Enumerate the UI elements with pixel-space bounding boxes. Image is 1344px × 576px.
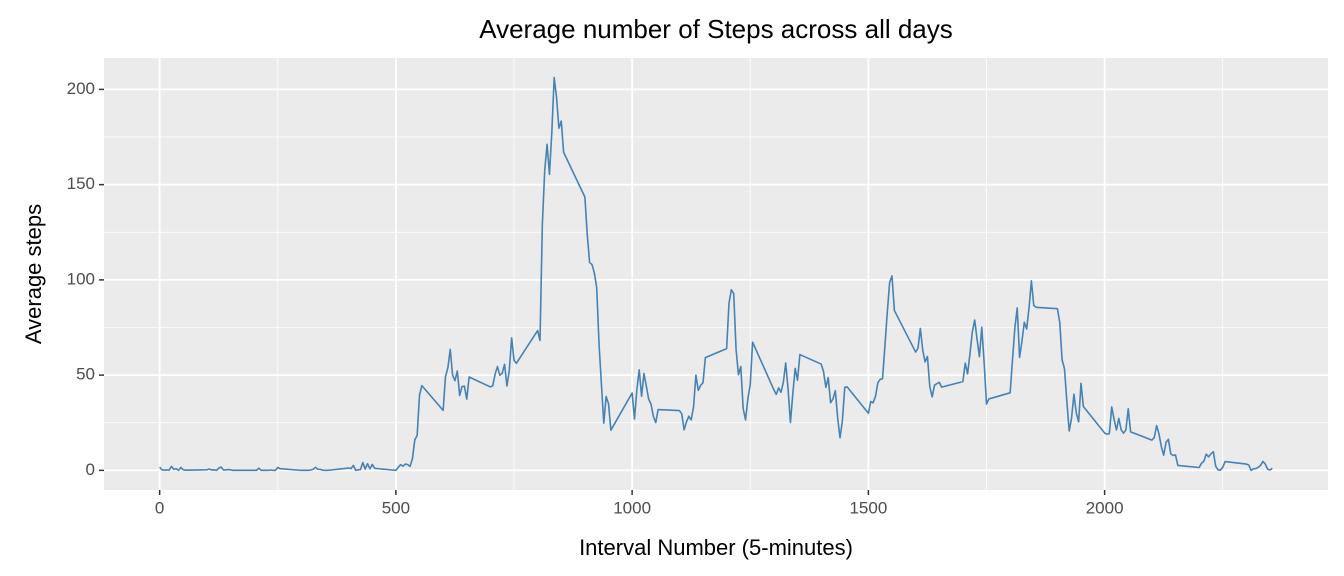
x-axis-title: Interval Number (5-minutes) (579, 535, 853, 560)
y-tick-label: 200 (67, 79, 95, 98)
x-tick-label: 0 (155, 498, 164, 517)
y-tick-label: 100 (67, 269, 95, 288)
y-tick-label: 150 (67, 174, 95, 193)
y-tick-label: 0 (86, 460, 95, 479)
x-tick-label: 500 (382, 498, 410, 517)
x-tick-label: 1000 (613, 498, 651, 517)
x-tick-label: 1500 (849, 498, 887, 517)
chart-title: Average number of Steps across all days (479, 14, 953, 44)
x-tick-label: 2000 (1086, 498, 1124, 517)
data-line (159, 76, 1273, 472)
y-axis-title: Average steps (21, 204, 46, 344)
y-tick-label: 50 (76, 365, 95, 384)
panel (104, 58, 1328, 490)
